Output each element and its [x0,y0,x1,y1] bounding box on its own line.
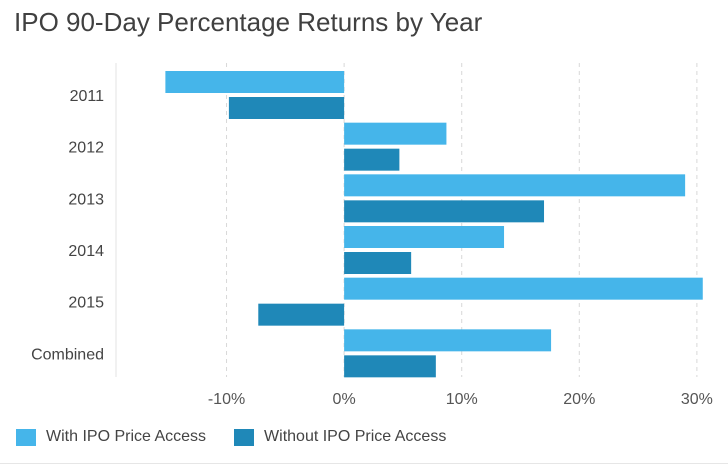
legend-label-without-access: Without IPO Price Access [264,428,447,445]
bar [344,277,703,300]
x-tick-label: 0% [333,391,356,408]
y-category-label: 2015 [68,295,104,312]
bar [344,226,505,248]
bar [344,329,552,352]
legend-swatch-without-access [234,428,255,446]
bar [228,97,345,119]
chart-title: IPO 90-Day Percentage Returns by Year [14,7,483,37]
legend-swatch-with-access [16,428,36,446]
y-category-label: 2013 [68,191,104,208]
y-category-label: Combined [31,346,104,363]
legend-item-without-access[interactable]: Without IPO Price Access [234,428,446,446]
bar [344,174,686,197]
legend: With IPO Price Access Without IPO Price … [16,428,474,446]
bar [344,252,412,274]
legend-label-with-access: With IPO Price Access [46,428,207,445]
bar [344,200,545,223]
y-category-label: 2014 [68,243,104,260]
x-tick-label: -10% [208,391,245,408]
bar [344,148,400,171]
y-category-label: 2012 [68,140,104,157]
bar [165,71,345,93]
x-tick-label: 30% [681,391,713,408]
bar [344,122,447,145]
legend-item-with-access[interactable]: With IPO Price Access [16,428,206,446]
x-tick-label: 20% [563,391,595,408]
bottom-divider [0,463,728,464]
bar [258,303,345,326]
y-category-label: 2011 [70,88,105,105]
x-tick-label: 10% [446,391,478,408]
bar [344,355,436,378]
